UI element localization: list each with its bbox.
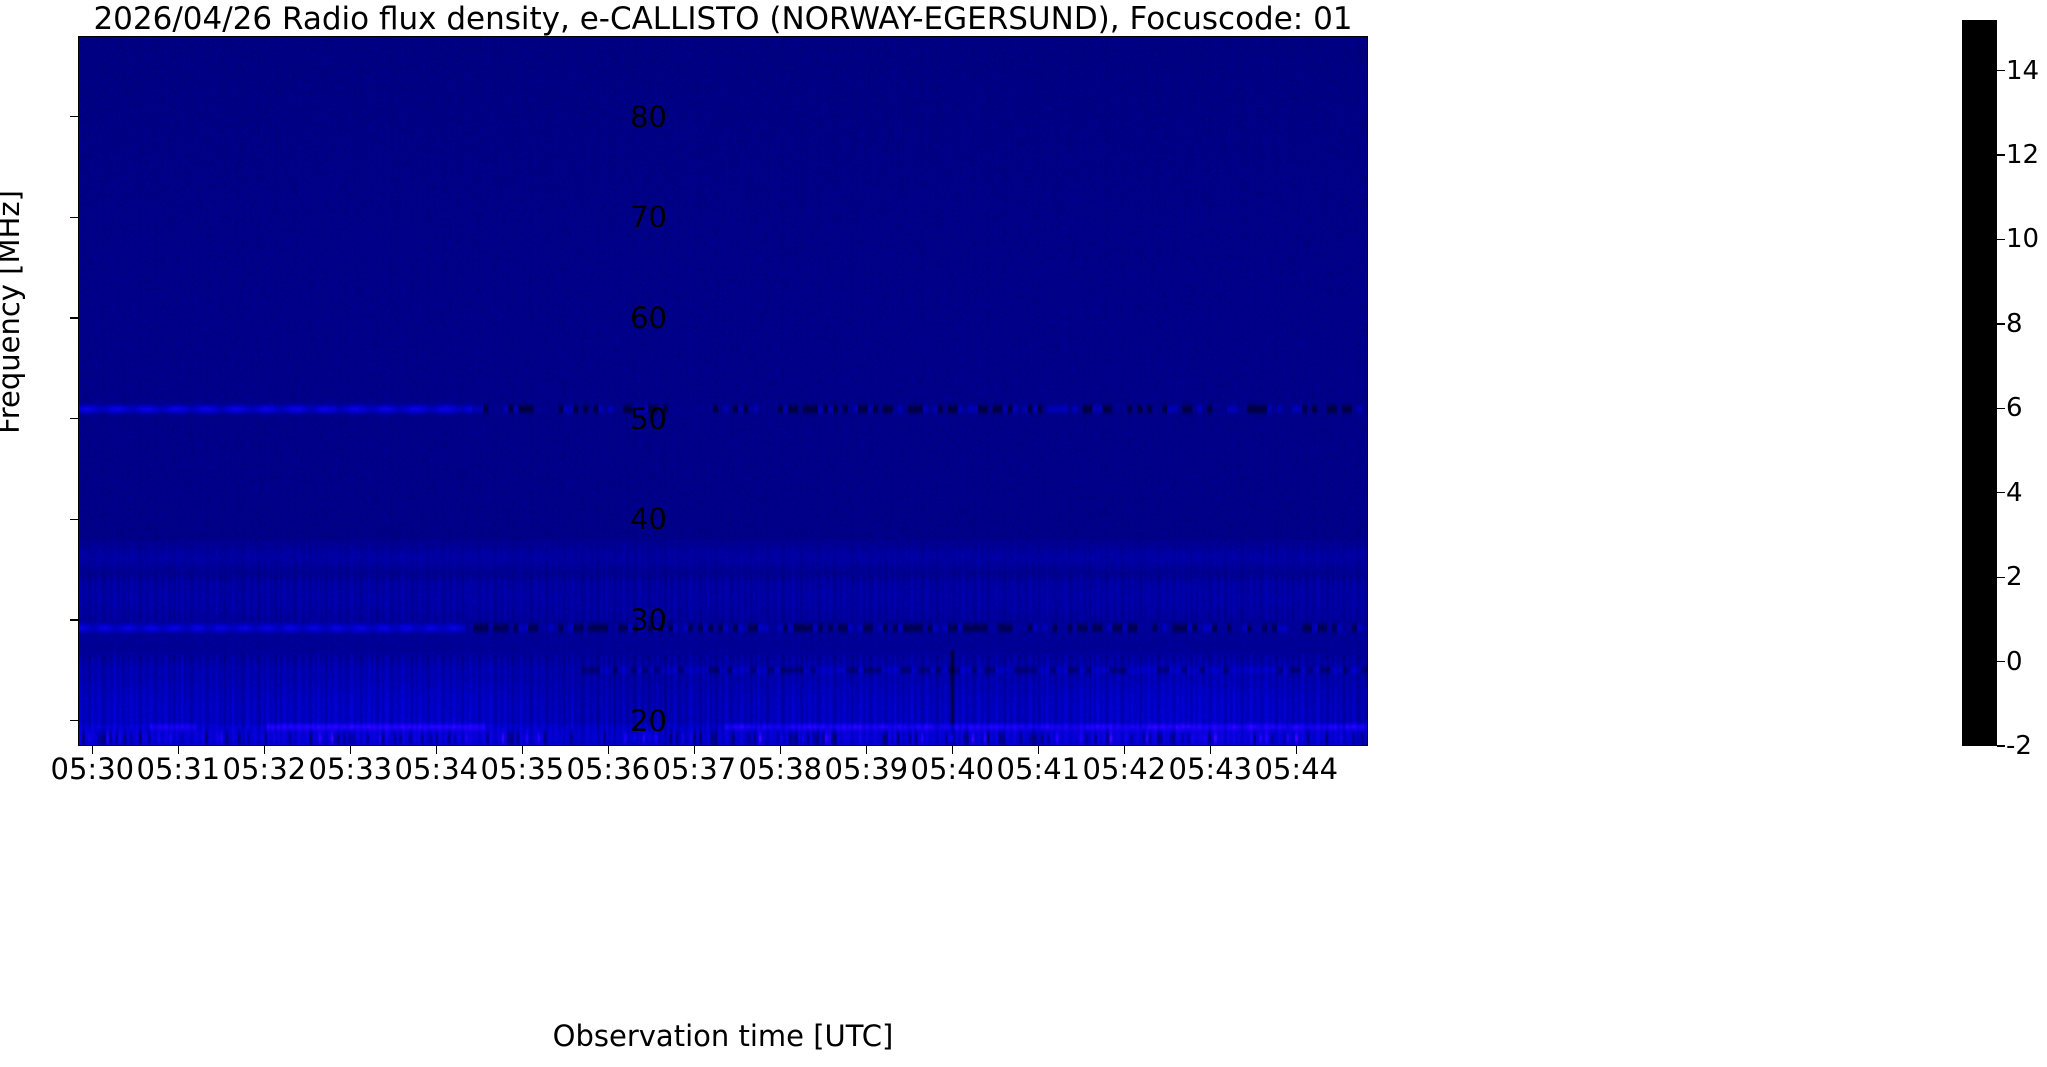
colorbar-tick-mark — [1997, 238, 2005, 241]
colorbar-tick-label: 12 — [2006, 140, 2040, 171]
colorbar-tick-mark — [1997, 323, 2005, 325]
y-tick-label: 60 — [630, 300, 667, 335]
y-tick-label: 80 — [630, 99, 667, 134]
y-tick-mark — [70, 418, 78, 420]
x-tick-mark — [521, 746, 523, 754]
colorbar[interactable] — [1962, 20, 1997, 746]
y-tick-mark — [70, 216, 78, 218]
x-tick-label: 05:30 — [50, 752, 135, 786]
x-tick-label: 05:36 — [566, 752, 651, 786]
x-tick-mark — [951, 746, 953, 754]
x-tick-mark — [1123, 746, 1125, 754]
y-tick-mark — [70, 720, 78, 722]
x-tick-label: 05:40 — [910, 752, 995, 786]
x-tick-mark — [177, 746, 179, 754]
x-tick-label: 05:39 — [824, 752, 909, 786]
x-tick-mark — [607, 746, 609, 754]
y-tick-label: 40 — [630, 502, 667, 537]
colorbar-tick-mark — [1997, 407, 2005, 409]
colorbar-tick-label: 14 — [2006, 55, 2040, 86]
colorbar-tick-label: 10 — [2006, 224, 2040, 255]
x-tick-mark — [865, 746, 867, 754]
x-tick-mark — [1037, 746, 1039, 754]
colorbar-tick-label: 8 — [2006, 308, 2023, 339]
x-tick-mark — [263, 746, 265, 754]
y-axis-label: Frequency [MHz] — [0, 190, 26, 434]
x-tick-label: 05:37 — [652, 752, 737, 786]
y-tick-label: 50 — [630, 401, 667, 436]
colorbar-gradient — [1963, 21, 1996, 745]
x-tick-label: 05:41 — [996, 752, 1081, 786]
x-tick-mark — [1209, 746, 1211, 754]
x-tick-label: 05:38 — [738, 752, 823, 786]
colorbar-tick-mark — [1997, 745, 2005, 747]
colorbar-tick-mark — [1997, 576, 2005, 578]
colorbar-tick-mark — [1997, 660, 2005, 663]
x-tick-mark — [349, 746, 351, 754]
colorbar-tick-label: 4 — [2006, 477, 2023, 508]
x-tick-mark — [435, 746, 437, 754]
colorbar-tick-label: 2 — [2006, 562, 2023, 593]
x-tick-label: 05:34 — [394, 752, 479, 786]
chart-title: 2026/04/26 Radio flux density, e-CALLIST… — [93, 1, 1353, 37]
x-tick-label: 05:31 — [136, 752, 221, 786]
x-tick-mark — [1295, 746, 1297, 754]
spectrogram-axes[interactable] — [78, 36, 1368, 746]
colorbar-tick-mark — [1997, 492, 2005, 494]
y-tick-label: 70 — [630, 200, 667, 235]
y-tick-mark — [70, 518, 78, 521]
colorbar-tick-label: 0 — [2006, 646, 2023, 677]
y-tick-label: 30 — [630, 603, 667, 638]
x-tick-mark — [91, 746, 93, 754]
x-tick-mark — [779, 746, 781, 754]
x-tick-mark — [693, 746, 695, 754]
x-tick-label: 05:35 — [480, 752, 565, 786]
y-tick-label: 20 — [630, 703, 667, 738]
x-axis-label: Observation time [UTC] — [552, 1019, 894, 1053]
spectrogram-image — [79, 37, 1367, 745]
y-tick-mark — [70, 619, 78, 621]
colorbar-tick-mark — [1997, 70, 2005, 72]
colorbar-tick-mark — [1997, 154, 2005, 156]
y-tick-mark — [70, 115, 78, 118]
x-tick-label: 05:32 — [222, 752, 307, 786]
x-tick-label: 05:44 — [1254, 752, 1339, 786]
colorbar-tick-label: 6 — [2006, 393, 2023, 424]
x-tick-label: 05:33 — [308, 752, 393, 786]
colorbar-label: dB above background — [2043, 0, 2047, 162]
y-tick-mark — [70, 317, 78, 319]
colorbar-tick-label: -2 — [2006, 731, 2032, 761]
x-tick-label: 05:43 — [1168, 752, 1253, 786]
x-tick-label: 05:42 — [1082, 752, 1167, 786]
